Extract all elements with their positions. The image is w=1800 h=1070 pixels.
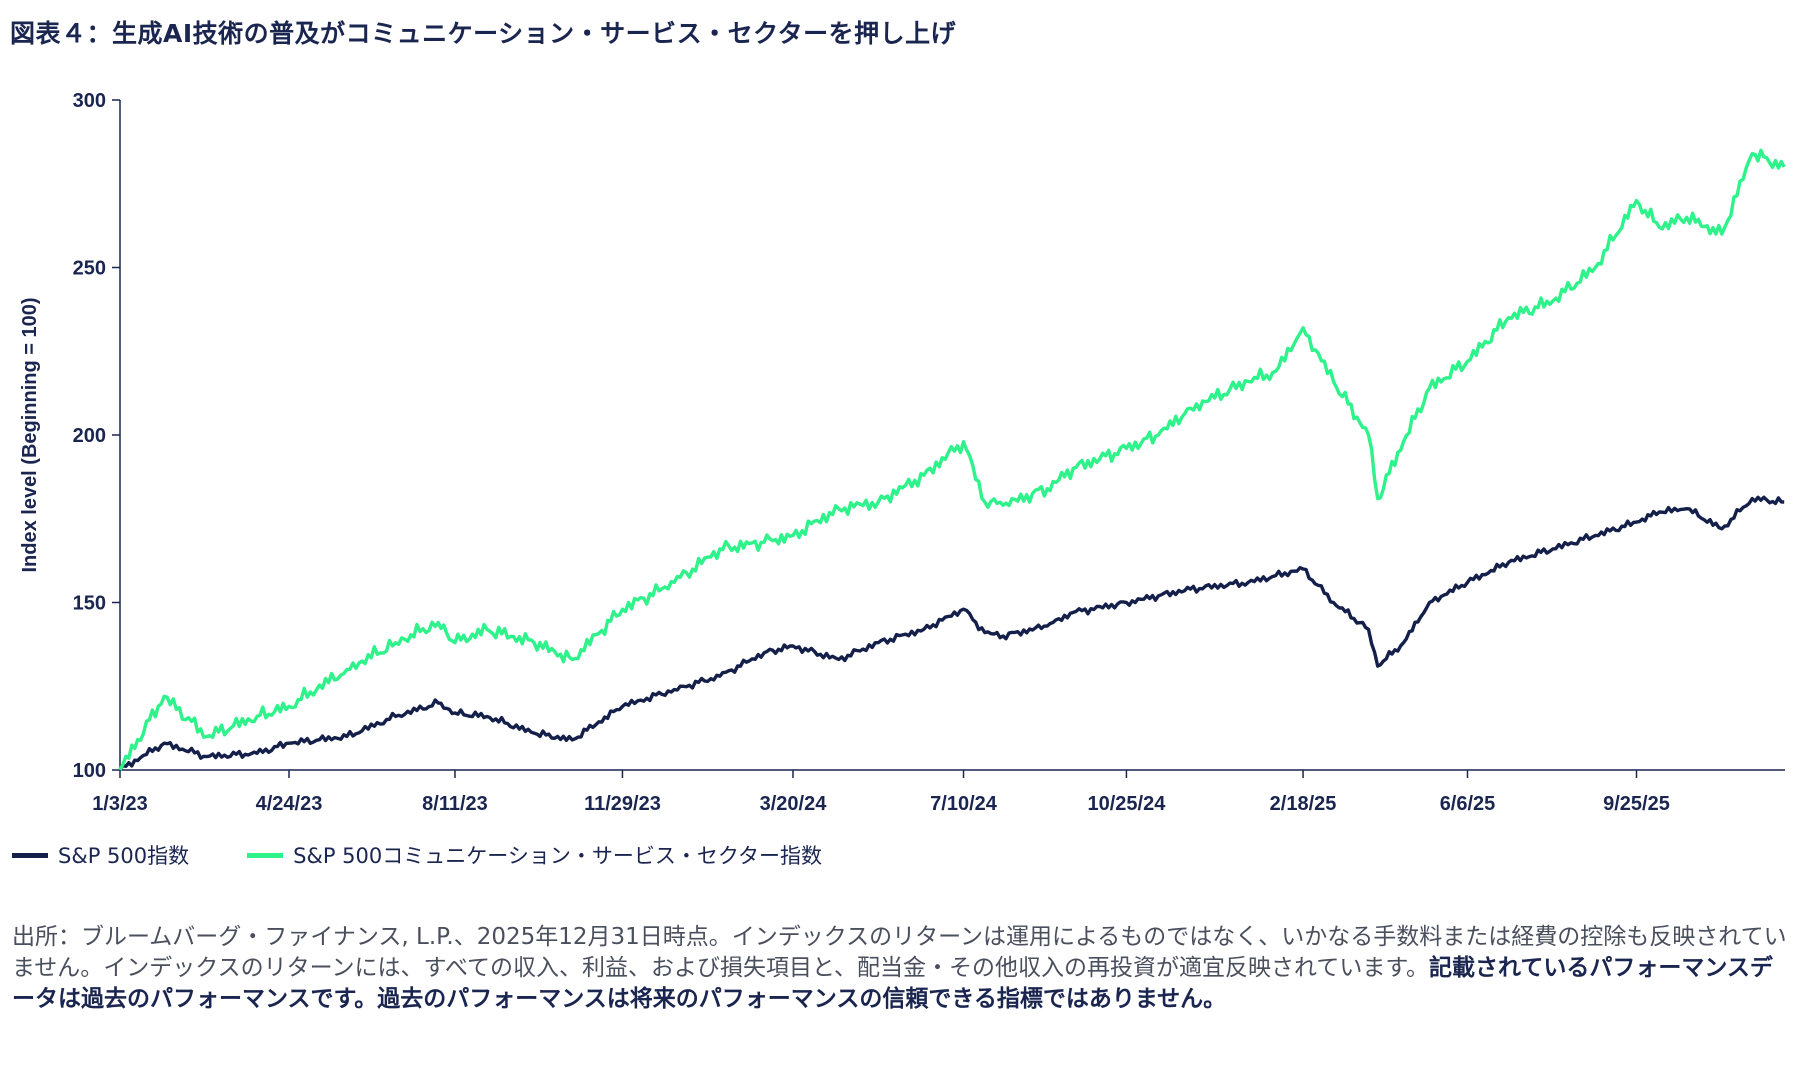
source-note: 出所：ブルームバーグ・ファイナンス, L.P.、2025年12月31日時点。イン… (12, 922, 1792, 1015)
x-tick-label: 10/25/24 (1088, 793, 1167, 815)
legend-swatch-sp500 (12, 852, 48, 858)
x-tick-label: 8/11/23 (422, 793, 488, 815)
series-line-sp500 (118, 495, 1785, 771)
disclaimer-text: 記載されているパフォーマンスデータは過去のパフォーマンスです。過去のパフォーマン… (12, 955, 1773, 1012)
x-tick-label: 9/25/25 (1603, 793, 1670, 815)
legend-swatch-comm-services (247, 852, 284, 858)
legend-item-comm-services: S&P 500コミュニケーション・サービス・セクター指数 (247, 840, 822, 870)
legend-item-sp500: S&P 500指数 (12, 840, 189, 870)
x-tick-label: 2/18/25 (1270, 793, 1337, 815)
source-text: 出所：ブルームバーグ・ファイナンス, L.P.、2025年12月31日時点。イン… (12, 924, 1787, 981)
y-tick-label: 250 (73, 258, 106, 280)
x-tick-label: 3/20/24 (760, 793, 828, 815)
x-tick-label: 6/6/25 (1440, 793, 1496, 815)
legend-label-sp500: S&P 500指数 (58, 844, 190, 868)
legend: S&P 500指数 S&P 500コミュニケーション・サービス・セクター指数 (12, 840, 880, 870)
line-chart: 100 150 200 250 300 1/3/23 4/24/23 8/11/23 11/29… (19, 90, 1786, 815)
y-tick-label: 100 (73, 760, 106, 782)
y-axis-label: Index level (Beginning = 100) (19, 297, 41, 572)
x-tick-label: 4/24/23 (256, 793, 323, 815)
series-line-comm-services (118, 148, 1786, 771)
chart-title: 図表４：生成AI技術の普及がコミュニケーション・サービス・セクターを押し上げ (10, 19, 957, 48)
y-tick-label: 300 (73, 90, 106, 112)
legend-label-comm-services: S&P 500コミュニケーション・サービス・セクター指数 (293, 844, 823, 868)
x-tick-label: 7/10/24 (930, 793, 998, 815)
y-tick-label: 200 (73, 425, 106, 447)
y-tick-label: 150 (73, 593, 106, 615)
x-tick-label: 1/3/23 (92, 793, 148, 815)
x-tick-label: 11/29/23 (584, 793, 661, 815)
